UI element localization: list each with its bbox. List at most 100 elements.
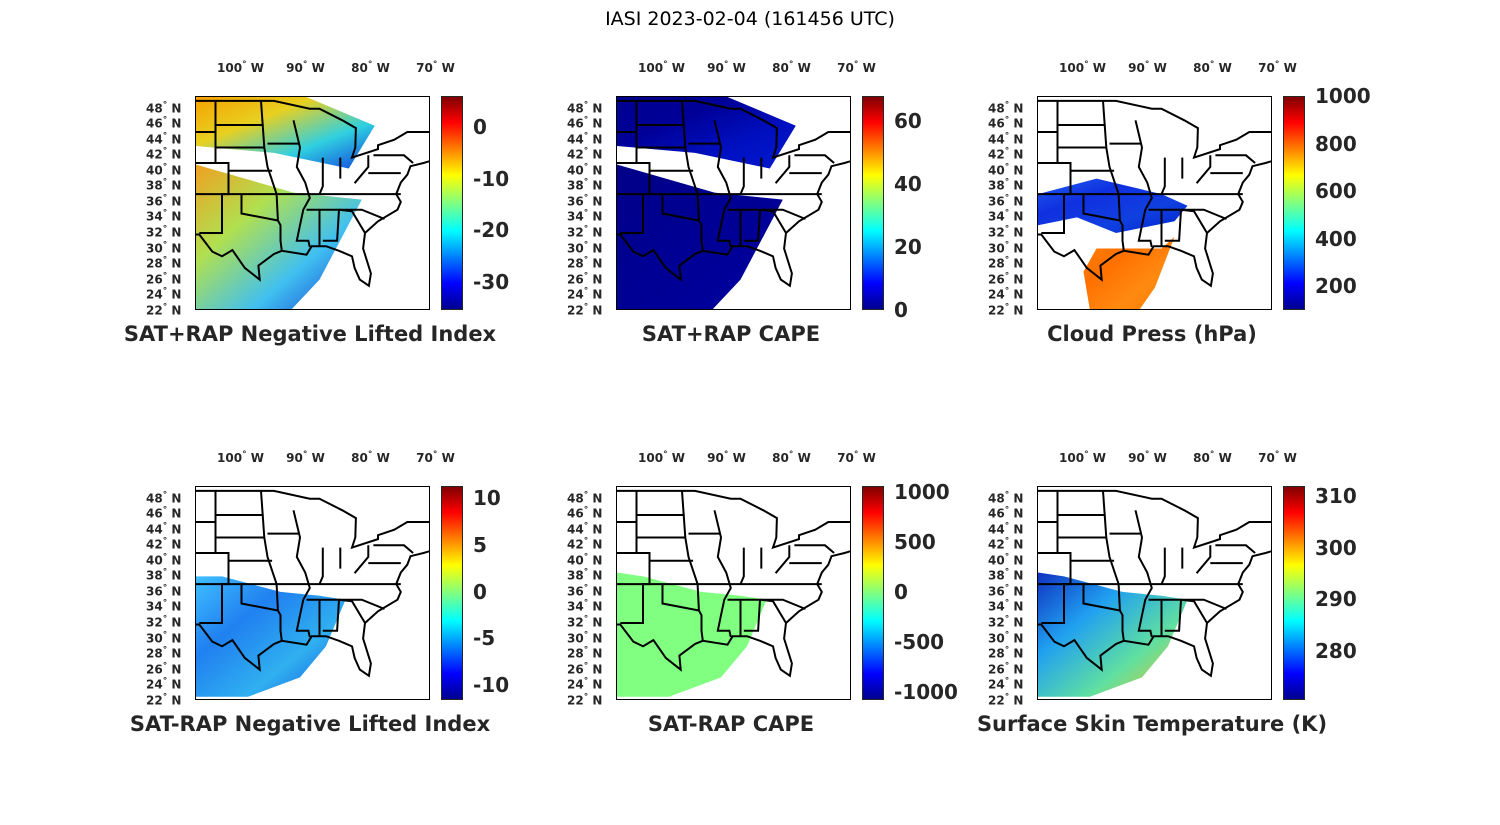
colorbar-tick-label: -1000 bbox=[894, 680, 958, 705]
colorbar-tick-label: 280 bbox=[1315, 639, 1357, 663]
lat-tick-label: 42° N bbox=[146, 536, 182, 552]
lat-tick-label: 22° N bbox=[567, 692, 603, 708]
lon-tick-label: 70° W bbox=[1258, 60, 1297, 75]
panel-title: SAT+RAP Negative Lifted Index bbox=[123, 322, 497, 346]
lat-tick-label: 34° N bbox=[146, 208, 182, 224]
state-border bbox=[353, 155, 370, 184]
lat-tick-label: 38° N bbox=[988, 177, 1024, 193]
satellite-swath bbox=[196, 164, 362, 309]
lat-tick-label: 48° N bbox=[988, 490, 1024, 506]
satellite-swath bbox=[617, 97, 796, 169]
colorbar-tick-label: 0 bbox=[894, 298, 908, 322]
state-border bbox=[661, 194, 700, 222]
lat-tick-label: 32° N bbox=[146, 224, 182, 240]
lon-tick-label: 100° W bbox=[638, 450, 685, 465]
state-border bbox=[794, 154, 835, 164]
map-axes bbox=[1037, 96, 1272, 310]
colorbar bbox=[441, 96, 463, 310]
lat-tick-label: 28° N bbox=[988, 645, 1024, 661]
lon-tick-label: 70° W bbox=[416, 60, 455, 75]
lat-tick-label: 28° N bbox=[146, 255, 182, 271]
lon-tick-label: 100° W bbox=[638, 60, 685, 75]
colorbar bbox=[441, 486, 463, 700]
colorbar-tick-label: 600 bbox=[1315, 179, 1357, 204]
state-border bbox=[1134, 120, 1153, 248]
state-border bbox=[759, 598, 787, 624]
lat-tick-label: 34° N bbox=[988, 208, 1024, 224]
state-border bbox=[353, 545, 370, 574]
lon-tick-label: 100° W bbox=[217, 450, 264, 465]
lon-tick-label: 90° W bbox=[286, 450, 325, 465]
colorbar-tick-label: 200 bbox=[1315, 274, 1357, 299]
state-border bbox=[1195, 155, 1212, 184]
lat-tick-label: 28° N bbox=[988, 255, 1024, 271]
satellite-swath bbox=[1083, 236, 1175, 309]
state-border bbox=[1148, 208, 1227, 220]
lat-tick-label: 38° N bbox=[567, 567, 603, 583]
state-border bbox=[1164, 599, 1182, 632]
lat-tick-label: 40° N bbox=[146, 552, 182, 568]
lat-tick-label: 24° N bbox=[146, 286, 182, 302]
lat-tick-label: 24° N bbox=[988, 286, 1024, 302]
lat-tick-label: 44° N bbox=[567, 521, 603, 537]
lat-tick-label: 34° N bbox=[567, 598, 603, 614]
state-border bbox=[1160, 157, 1166, 195]
state-border bbox=[794, 544, 835, 554]
state-border bbox=[774, 545, 791, 574]
state-border bbox=[661, 584, 700, 612]
lat-tick-label: 22° N bbox=[146, 692, 182, 708]
lat-tick-label: 26° N bbox=[146, 661, 182, 677]
lat-tick-label: 36° N bbox=[988, 193, 1024, 209]
lat-tick-label: 42° N bbox=[146, 146, 182, 162]
state-border bbox=[1215, 544, 1256, 554]
map-axes bbox=[616, 486, 851, 700]
state-border bbox=[681, 100, 704, 251]
state-border bbox=[240, 194, 279, 222]
lat-tick-label: 48° N bbox=[146, 100, 182, 116]
colorbar bbox=[1283, 486, 1305, 700]
map-axes bbox=[616, 96, 851, 310]
lat-tick-label: 36° N bbox=[567, 193, 603, 209]
lat-tick-label: 36° N bbox=[146, 583, 182, 599]
satellite-swath bbox=[1038, 572, 1188, 697]
lat-tick-label: 22° N bbox=[988, 302, 1024, 318]
lon-tick-label: 100° W bbox=[1059, 60, 1106, 75]
state-border bbox=[1180, 208, 1208, 234]
lat-tick-label: 44° N bbox=[146, 131, 182, 147]
coastline bbox=[617, 489, 850, 678]
lat-tick-label: 36° N bbox=[988, 583, 1024, 599]
satellite-swath bbox=[196, 97, 375, 169]
panel-title: SAT-RAP Negative Lifted Index bbox=[129, 712, 491, 736]
lat-tick-label: 28° N bbox=[567, 255, 603, 271]
state-border bbox=[1164, 209, 1182, 242]
lat-tick-label: 22° N bbox=[146, 302, 182, 318]
lat-tick-label: 32° N bbox=[567, 224, 603, 240]
state-border bbox=[774, 155, 791, 184]
lat-tick-label: 36° N bbox=[567, 583, 603, 599]
colorbar-tick-label: -500 bbox=[894, 630, 945, 655]
state-border bbox=[1160, 547, 1166, 585]
colorbar-tick-label: 1000 bbox=[1315, 84, 1371, 108]
lon-tick-label: 80° W bbox=[1193, 450, 1232, 465]
lat-tick-label: 26° N bbox=[567, 661, 603, 677]
map-panel: 100° W 90° W 80° W 70° W 48° N 46° N 44° N 42° … bbox=[130, 450, 509, 736]
state-border bbox=[1195, 545, 1212, 574]
colorbar-tick-label: -10 bbox=[473, 673, 510, 698]
lon-tick-label: 80° W bbox=[772, 60, 811, 75]
lon-tick-label: 90° W bbox=[707, 60, 746, 75]
lon-tick-label: 100° W bbox=[1059, 450, 1106, 465]
lat-tick-label: 42° N bbox=[567, 146, 603, 162]
lat-tick-label: 28° N bbox=[567, 645, 603, 661]
state-border bbox=[1102, 490, 1125, 641]
lon-tick-label: 70° W bbox=[416, 450, 455, 465]
lat-tick-label: 36° N bbox=[146, 193, 182, 209]
lat-tick-label: 34° N bbox=[988, 598, 1024, 614]
state-border bbox=[1148, 598, 1227, 610]
lon-tick-label: 80° W bbox=[351, 450, 390, 465]
lat-tick-label: 30° N bbox=[146, 630, 182, 645]
colorbar-tick-label: -30 bbox=[473, 270, 510, 295]
lat-tick-label: 40° N bbox=[567, 552, 603, 568]
state-border bbox=[743, 209, 761, 242]
coastline bbox=[196, 99, 429, 288]
colorbar-tick-label: 0 bbox=[473, 115, 487, 139]
